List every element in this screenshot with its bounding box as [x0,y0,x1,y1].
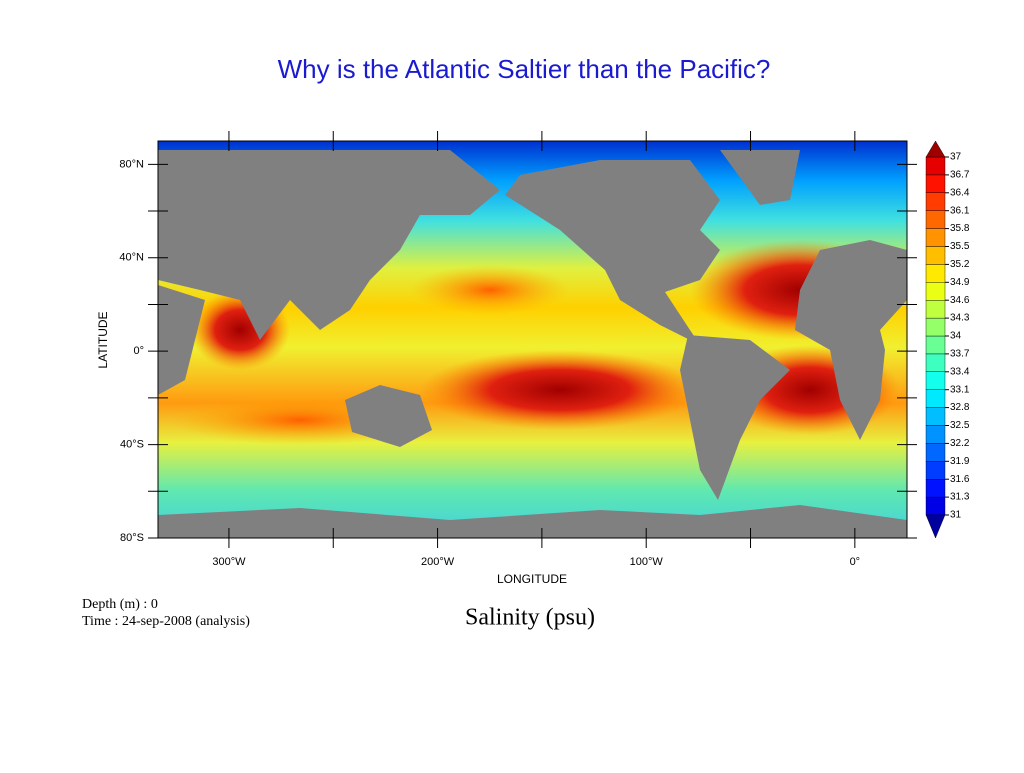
colorbar-segment [925,461,946,480]
colorbar-label: 33.4 [950,366,970,377]
colorbar-label: 37 [950,152,962,163]
colorbar-segment [925,210,946,229]
colorbar-label: 32.8 [950,402,970,413]
colorbar-segment [925,174,946,193]
colorbar-segment [925,443,946,462]
colorbar-label: 35.2 [950,259,970,270]
depth-info: Depth (m) : 0 [82,597,158,612]
colorbar-label: 36.1 [950,205,970,216]
x-tick-label: 100°W [630,556,664,568]
map-image [158,141,910,538]
colorbar-segment [925,389,946,408]
colorbar-label: 36.4 [950,187,970,198]
x-tick-label: 300°W [212,556,246,568]
colorbar-segment [925,479,946,498]
colorbar-segment [925,353,946,372]
x-axis-label: LONGITUDE [497,572,567,586]
colorbar-label: 36.7 [950,170,970,181]
colorbar-label: 33.1 [950,384,970,395]
colorbar-segment [925,192,946,211]
colorbar-segment [925,371,946,390]
colorbar-label: 34.9 [950,277,970,288]
y-tick-label: 40°S [120,438,144,450]
colorbar-segment [925,228,946,247]
x-tick-label: 0° [850,556,861,568]
y-tick-label: 40°N [119,252,144,264]
colorbar-label: 34.6 [950,295,970,306]
y-tick-label: 80°N [119,158,144,170]
colorbar-under [925,514,946,539]
colorbar-segment [925,496,946,516]
colorbar-segment [925,300,946,319]
colorbar-label: 33.7 [950,349,970,360]
colorbar-label: 31.9 [950,456,970,467]
slide-title: Why is the Atlantic Saltier than the Pac… [278,54,771,84]
colorbar-segment [925,407,946,426]
x-tick-label: 200°W [421,556,455,568]
colorbar-segment [925,156,946,176]
colorbar-segment [925,335,946,355]
colorbar-label: 35.5 [950,241,970,252]
colorbar-segment [925,246,946,265]
y-axis-label: LATITUDE [96,311,110,368]
colorbar-segment [925,264,946,283]
time-info: Time : 24-sep-2008 (analysis) [82,614,250,629]
colorbar-over [925,140,946,158]
colorbar-label: 34.3 [950,313,970,324]
colorbar-label: 32.2 [950,438,970,449]
caption: Salinity (psu) [465,605,595,631]
colorbar-segment [925,282,946,301]
y-tick-label: 80°S [120,532,144,544]
colorbar-label: 32.5 [950,420,970,431]
colorbar-label: 31.6 [950,474,970,485]
colorbar-label: 35.8 [950,223,970,234]
map-frame [157,140,908,539]
colorbar-label: 31.3 [950,492,970,503]
colorbar-label: 31 [950,510,962,521]
colorbar-segment [925,317,946,337]
colorbar-label: 34 [950,331,962,342]
colorbar-segment [925,425,946,444]
y-tick-label: 0° [133,345,144,357]
